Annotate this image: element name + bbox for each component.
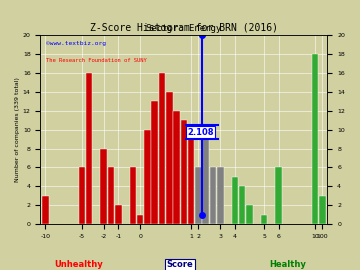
Bar bbox=[181, 120, 187, 224]
Bar bbox=[115, 205, 122, 224]
Bar bbox=[144, 130, 151, 224]
Bar bbox=[173, 111, 180, 224]
Bar bbox=[130, 167, 136, 224]
Bar bbox=[275, 167, 282, 224]
Bar bbox=[231, 177, 238, 224]
Bar bbox=[137, 215, 143, 224]
Bar bbox=[166, 92, 172, 224]
Text: ©www.textbiz.org: ©www.textbiz.org bbox=[46, 41, 106, 46]
Bar bbox=[202, 139, 209, 224]
Bar bbox=[42, 196, 49, 224]
Text: Sector: Energy: Sector: Energy bbox=[146, 24, 221, 33]
Bar bbox=[78, 167, 85, 224]
Bar bbox=[217, 167, 224, 224]
Bar bbox=[319, 196, 325, 224]
Bar bbox=[239, 186, 246, 224]
Bar bbox=[195, 167, 202, 224]
Bar bbox=[159, 73, 165, 224]
Text: Healthy: Healthy bbox=[269, 260, 306, 269]
Bar bbox=[86, 73, 93, 224]
Bar bbox=[188, 139, 194, 224]
Text: The Research Foundation of SUNY: The Research Foundation of SUNY bbox=[46, 58, 147, 63]
Y-axis label: Number of companies (339 total): Number of companies (339 total) bbox=[15, 77, 20, 182]
Text: Score: Score bbox=[167, 260, 193, 269]
Text: 2.108: 2.108 bbox=[188, 127, 214, 137]
Bar bbox=[312, 54, 318, 224]
Bar bbox=[246, 205, 253, 224]
Text: Unhealthy: Unhealthy bbox=[54, 260, 103, 269]
Bar bbox=[100, 148, 107, 224]
Bar bbox=[108, 167, 114, 224]
Bar bbox=[210, 167, 216, 224]
Bar bbox=[261, 215, 267, 224]
Bar bbox=[152, 101, 158, 224]
Title: Z-Score Histogram for BRN (2016): Z-Score Histogram for BRN (2016) bbox=[90, 23, 278, 33]
